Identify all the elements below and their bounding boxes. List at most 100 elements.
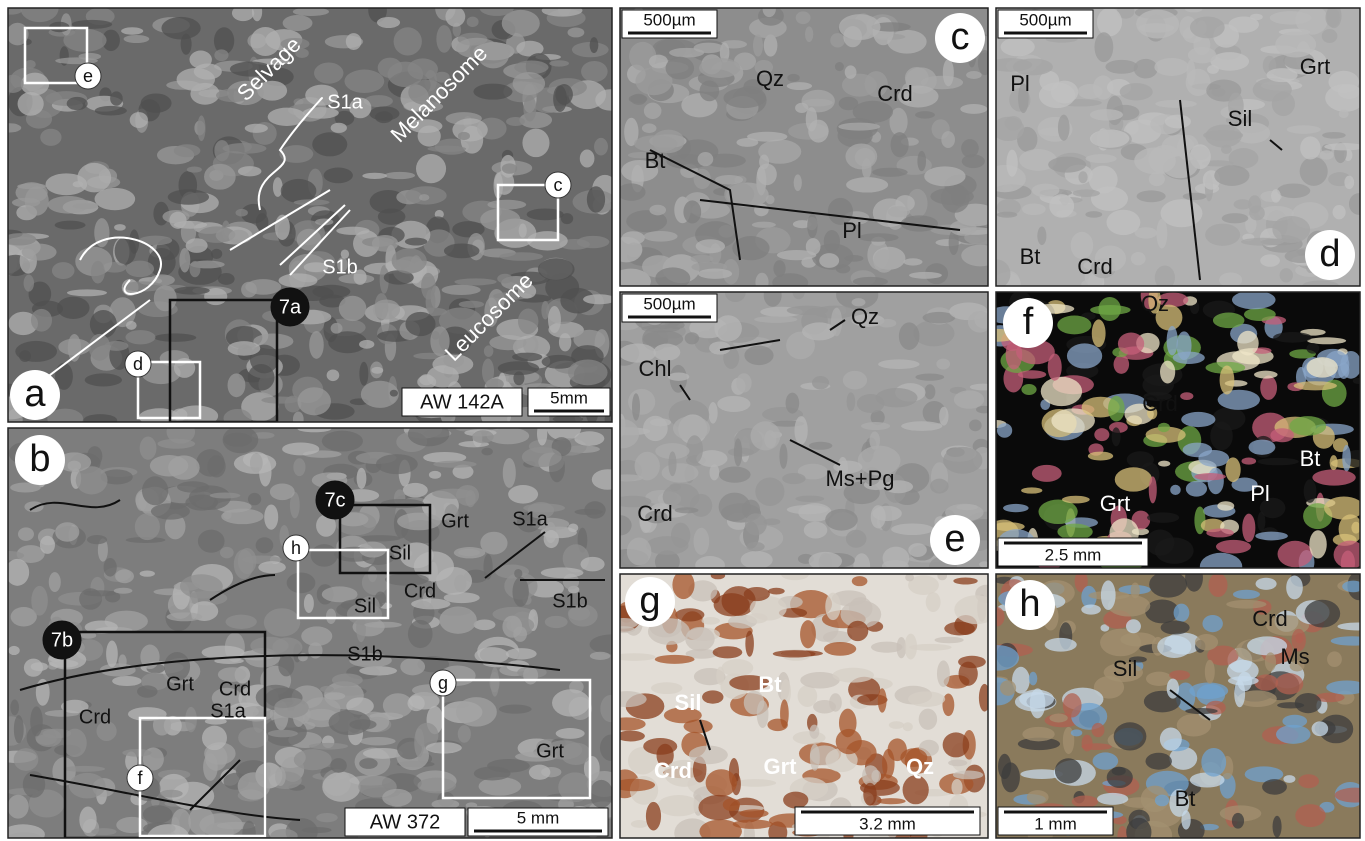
grain <box>1155 99 1197 108</box>
grain <box>1332 205 1346 220</box>
grain <box>863 782 877 806</box>
grain <box>1255 531 1288 541</box>
grain <box>674 507 699 514</box>
grain <box>1264 652 1277 672</box>
grain <box>1210 52 1250 71</box>
grain <box>797 463 828 480</box>
grain <box>1348 193 1360 215</box>
grain <box>167 189 210 205</box>
grain <box>620 495 652 508</box>
sample-id: AW 372 <box>370 811 440 833</box>
grain <box>238 727 269 749</box>
grain <box>1294 692 1322 714</box>
grain <box>198 226 236 243</box>
grain <box>164 652 191 681</box>
grain <box>763 292 782 307</box>
grain <box>702 690 724 704</box>
grain <box>517 283 537 299</box>
grain <box>223 408 252 422</box>
sample-box <box>344 807 466 837</box>
grain <box>690 254 714 263</box>
mineral-label: Bt <box>645 148 666 173</box>
grain <box>303 262 329 273</box>
grain <box>869 431 880 450</box>
grain <box>207 455 226 478</box>
mineral-label: Grt <box>166 673 194 695</box>
mineral-label: S1a <box>327 91 363 113</box>
grain <box>217 272 235 285</box>
grain <box>547 306 561 334</box>
grain <box>1271 189 1281 203</box>
grain <box>384 171 416 180</box>
inset-label: h <box>291 538 301 558</box>
grain <box>871 769 882 783</box>
grain <box>114 236 137 265</box>
scale-label: 500µm <box>643 10 695 29</box>
mineral-label: Pl <box>1250 481 1270 506</box>
grain <box>961 244 988 267</box>
grain <box>499 252 544 261</box>
mineral-label: Ms <box>1280 644 1309 669</box>
grain <box>179 574 223 599</box>
grain <box>786 331 815 360</box>
grain <box>1017 370 1047 379</box>
grain <box>257 80 288 101</box>
grain <box>1186 59 1196 86</box>
grain <box>316 812 338 823</box>
grain <box>1333 540 1360 568</box>
grain <box>8 74 24 93</box>
grain <box>709 464 720 481</box>
inset-marker <box>315 480 355 520</box>
grain <box>781 574 809 581</box>
grain <box>1286 575 1303 600</box>
grain <box>1145 599 1180 624</box>
mineral-label: Crd <box>637 501 672 526</box>
grain <box>1200 823 1219 831</box>
trace-line <box>699 719 711 751</box>
grain <box>877 688 887 713</box>
grain <box>270 828 298 838</box>
grain <box>481 447 493 456</box>
grain <box>1050 80 1079 104</box>
grain <box>359 736 396 746</box>
grain <box>309 331 324 359</box>
panel: Qz Chl Ms+Pg Crd e 500µm <box>620 292 988 568</box>
grain <box>501 163 518 174</box>
grain <box>747 131 788 142</box>
grain <box>1000 37 1035 57</box>
grain <box>1085 154 1117 164</box>
grain <box>1100 580 1116 610</box>
grain <box>908 575 939 595</box>
grain <box>441 284 481 296</box>
grain <box>1319 150 1334 160</box>
grain <box>1321 29 1338 44</box>
grain <box>838 14 881 41</box>
grain <box>589 651 611 660</box>
grain <box>662 483 700 511</box>
grain <box>630 93 647 105</box>
panel-letter: h <box>1019 583 1040 625</box>
grain <box>414 728 425 758</box>
grain <box>1337 622 1360 631</box>
grain <box>560 213 574 225</box>
grain <box>517 308 539 335</box>
grain <box>567 27 585 38</box>
grain <box>772 650 816 658</box>
grain <box>635 67 673 96</box>
grain <box>1077 83 1103 99</box>
grain <box>672 574 695 600</box>
grain <box>193 63 222 80</box>
grain <box>773 260 786 278</box>
grain <box>648 54 668 69</box>
grain <box>289 491 300 519</box>
grain <box>1344 175 1355 190</box>
grain <box>891 523 934 536</box>
grain <box>915 111 935 119</box>
grain <box>90 260 105 284</box>
grain <box>641 325 681 333</box>
grain <box>643 330 684 348</box>
grain <box>23 658 43 677</box>
grain <box>485 378 504 390</box>
grain <box>371 366 384 374</box>
grain <box>417 125 441 147</box>
